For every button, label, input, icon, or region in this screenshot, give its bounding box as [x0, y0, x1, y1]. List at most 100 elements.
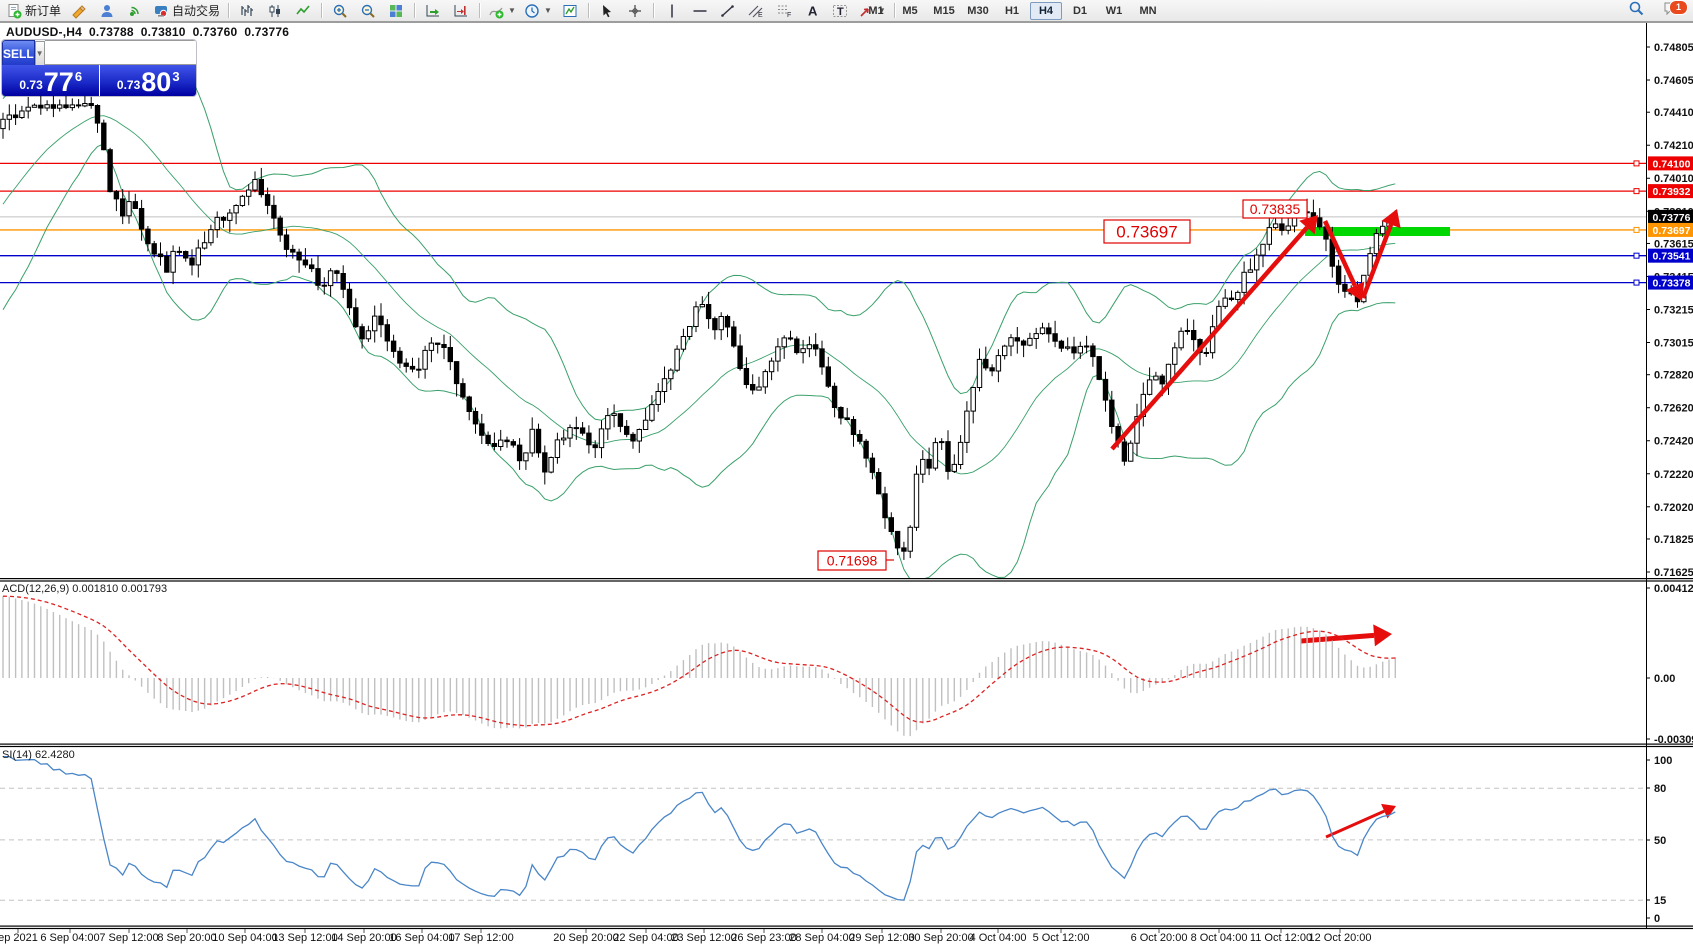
price-callout-box [1103, 219, 1191, 244]
autotrade-button[interactable]: 自动交易 [150, 1, 223, 21]
signals-button[interactable] [122, 1, 148, 21]
price-badge [1648, 248, 1693, 263]
price-axis-label: 0.72820 [1654, 370, 1693, 382]
text-button[interactable]: A [799, 1, 825, 21]
new-order-button[interactable]: 新订单 [3, 1, 64, 21]
crosshair-button[interactable] [622, 1, 648, 21]
svg-text:T: T [837, 6, 844, 18]
price-badge-text: 0.73932 [1653, 186, 1691, 198]
label-icon: T [832, 3, 848, 19]
quote-close: 0.73776 [244, 25, 290, 39]
rsi-line [2, 755, 1396, 901]
buy-price-prefix: 0.73 [116, 78, 141, 92]
volume-decrease-button[interactable]: ▼ [34, 41, 45, 66]
community-icon [99, 3, 115, 19]
time-axis-label: 6 Oct 20:00 [1131, 932, 1188, 944]
arrows-button[interactable]: ▼ [855, 1, 889, 21]
timeframe-m5-button[interactable]: M5 [902, 4, 918, 17]
templates-button[interactable] [557, 1, 583, 21]
buy-price[interactable]: 0.73 80 3 [99, 65, 196, 96]
line-handle [1633, 188, 1640, 195]
volume-input[interactable] [44, 40, 196, 65]
price-axis-label: 0.72620 [1654, 403, 1693, 415]
timeframe-h4-button[interactable]: H4 [1030, 1, 1062, 20]
sell-price[interactable]: 0.73 77 6 [2, 65, 99, 96]
label-button[interactable]: T [827, 1, 853, 21]
line-handle [1633, 279, 1640, 286]
time-axis-label: 23 Sep 12:00 [671, 932, 736, 944]
toolbar-separator [652, 3, 654, 18]
fibonacci-button[interactable]: F [771, 1, 797, 21]
cursor-icon [599, 3, 615, 19]
channel-icon: E [748, 3, 764, 19]
timeframe-d1-button[interactable]: D1 [1072, 4, 1088, 17]
auto-scroll-button[interactable] [420, 1, 446, 21]
candles-layer [0, 91, 1398, 560]
signals-icon [127, 3, 143, 19]
toolbar-separator [321, 3, 323, 18]
rsi-panel [2, 755, 1396, 901]
timeframe-m30-button[interactable]: M30 [967, 4, 989, 17]
timeframe-m1-button[interactable]: M1 [868, 4, 884, 17]
sell-button[interactable]: SELL [2, 40, 35, 67]
price-axis-label: 0.72020 [1654, 502, 1693, 514]
autoscroll-icon [425, 3, 441, 19]
macd-panel [2, 595, 1397, 737]
price-badge-text: 0.73378 [1653, 278, 1691, 290]
time-axis-label: 12 Oct 20:00 [1309, 932, 1372, 944]
indicators-icon [488, 3, 504, 19]
svg-text:F: F [787, 12, 791, 19]
buy-price-big: 80 [141, 67, 172, 96]
notification-badge: 1 [1669, 0, 1688, 15]
rsi-axis-label: 80 [1654, 783, 1666, 795]
time-axis-label: 7 Sep 12:00 [99, 932, 158, 944]
community-button[interactable] [94, 1, 120, 21]
time-axis-label: 10 Sep 04:00 [212, 932, 277, 944]
timeframe-bar: M1 M5 M15 M30 H1 H4 D1 W1 MN [860, 0, 1164, 21]
time-axis-label: 16 Sep 04:00 [389, 932, 454, 944]
crayon-icon [71, 3, 87, 19]
rsi-axis-label: 15 [1654, 895, 1666, 907]
hline-button[interactable] [687, 1, 713, 21]
line-chart-button[interactable] [290, 1, 316, 21]
periods-button[interactable]: ▼ [521, 1, 555, 21]
chart-shift-button[interactable] [448, 1, 474, 21]
crayon-button[interactable] [66, 1, 92, 21]
trendline-button[interactable] [715, 1, 741, 21]
indicators-button[interactable]: ▼ [485, 1, 519, 21]
candle-chart-button[interactable] [262, 1, 288, 21]
time-axis-label: 30 Sep 20:00 [908, 932, 973, 944]
price-axis-label: 0.71825 [1654, 534, 1693, 546]
timeframe-mn-button[interactable]: MN [1139, 4, 1157, 17]
trend-arrow-head [1381, 209, 1401, 229]
trend-arrow-head [1373, 624, 1392, 647]
cursor-button[interactable] [594, 1, 620, 21]
toolbar-separator [893, 3, 895, 18]
search-button[interactable] [1623, 1, 1649, 21]
vline-button[interactable] [659, 1, 685, 21]
text-icon: A [804, 3, 820, 19]
zoom-out-button[interactable] [355, 1, 381, 21]
time-axis-label: 5 Oct 12:00 [1033, 932, 1090, 944]
price-axis-label: 0.74010 [1654, 173, 1693, 185]
time-axis-label: 8 Oct 04:00 [1191, 932, 1248, 944]
sell-price-prefix: 0.73 [19, 78, 43, 92]
zoom-in-button[interactable] [327, 1, 353, 21]
autotrade-icon [153, 3, 169, 19]
rsi-axis-label: 0 [1654, 913, 1660, 925]
line-handle [1633, 226, 1640, 233]
timeframe-w1-button[interactable]: W1 [1105, 4, 1123, 17]
buy-price-sup: 3 [172, 69, 180, 84]
tile-windows-button[interactable] [383, 1, 409, 21]
bar-chart-button[interactable] [234, 1, 260, 21]
chat-button[interactable]: 1 [1657, 0, 1688, 21]
toolbar-separator [479, 3, 481, 18]
toolbar: 新订单 自动交易 ▼ ▼ E F A T ▼ M1 M5 M15 M30 H1 H4 D1 W1 MN 1 [0, 0, 1693, 22]
channel-button[interactable]: E [743, 1, 769, 21]
timeframe-h1-button[interactable]: H1 [1004, 4, 1020, 17]
price-callout-box [1242, 199, 1308, 219]
timeframe-m15-button[interactable]: M15 [933, 4, 955, 17]
symbol-period: AUDUSD-,H4 [6, 25, 83, 39]
macd-indicator-label: ACD(12,26,9) 0.001810 0.001793 [2, 583, 167, 595]
